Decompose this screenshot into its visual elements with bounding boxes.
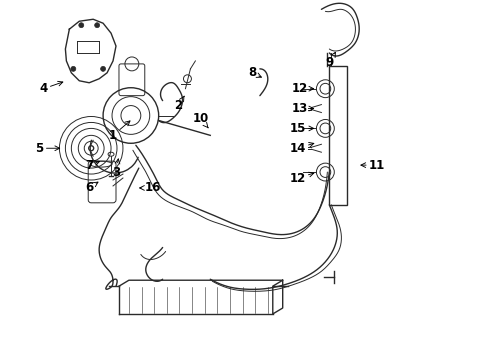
Text: 13: 13 [291, 102, 313, 115]
Circle shape [71, 66, 76, 71]
Text: 12: 12 [289, 171, 313, 185]
Text: 8: 8 [247, 66, 261, 79]
Text: 12: 12 [291, 82, 313, 95]
Circle shape [101, 66, 105, 71]
Text: 7: 7 [85, 159, 100, 172]
Circle shape [95, 23, 100, 28]
Bar [328, 66, 346, 205]
Text: 10: 10 [192, 112, 208, 128]
Circle shape [79, 23, 83, 28]
Text: 1: 1 [109, 121, 130, 142]
Text: 3: 3 [112, 159, 120, 179]
Text: 2: 2 [174, 96, 184, 112]
Text: 15: 15 [289, 122, 313, 135]
Text: 14: 14 [289, 142, 313, 155]
Text: 16: 16 [140, 181, 161, 194]
Text: 5: 5 [36, 142, 60, 155]
Text: 11: 11 [360, 159, 385, 172]
Text: 4: 4 [40, 81, 62, 95]
Text: 6: 6 [85, 181, 98, 194]
Text: 9: 9 [325, 52, 335, 69]
